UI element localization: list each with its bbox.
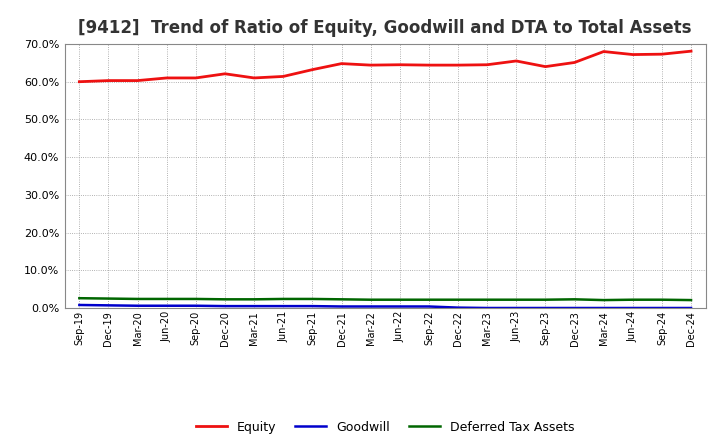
Goodwill (512, 305, 521, 311)
Deferred Tax Assets (483, 297, 492, 302)
Deferred Tax Assets (599, 297, 608, 303)
Deferred Tax Assets (163, 296, 171, 301)
Goodwill (483, 305, 492, 311)
Equity (250, 75, 258, 81)
Equity (395, 62, 404, 67)
Line: Deferred Tax Assets: Deferred Tax Assets (79, 298, 691, 300)
Deferred Tax Assets (570, 297, 579, 302)
Goodwill (104, 303, 113, 308)
Deferred Tax Assets (425, 297, 433, 302)
Deferred Tax Assets (629, 297, 637, 302)
Goodwill (425, 304, 433, 309)
Goodwill (541, 305, 550, 311)
Goodwill (163, 303, 171, 308)
Equity (570, 60, 579, 65)
Equity (599, 49, 608, 54)
Line: Equity: Equity (79, 51, 691, 82)
Equity (366, 62, 375, 68)
Goodwill (454, 305, 462, 310)
Equity (279, 74, 287, 79)
Title: [9412]  Trend of Ratio of Equity, Goodwill and DTA to Total Assets: [9412] Trend of Ratio of Equity, Goodwil… (78, 19, 692, 37)
Equity (337, 61, 346, 66)
Equity (512, 59, 521, 64)
Deferred Tax Assets (308, 296, 317, 301)
Deferred Tax Assets (279, 296, 287, 301)
Goodwill (395, 304, 404, 309)
Equity (483, 62, 492, 67)
Equity (104, 78, 113, 83)
Goodwill (687, 305, 696, 311)
Goodwill (657, 305, 666, 311)
Goodwill (133, 303, 142, 308)
Deferred Tax Assets (657, 297, 666, 302)
Deferred Tax Assets (104, 296, 113, 301)
Equity (75, 79, 84, 84)
Equity (133, 78, 142, 83)
Deferred Tax Assets (687, 297, 696, 303)
Goodwill (308, 304, 317, 309)
Legend: Equity, Goodwill, Deferred Tax Assets: Equity, Goodwill, Deferred Tax Assets (191, 416, 580, 439)
Deferred Tax Assets (192, 296, 200, 301)
Deferred Tax Assets (337, 297, 346, 302)
Goodwill (599, 305, 608, 311)
Goodwill (192, 303, 200, 308)
Deferred Tax Assets (366, 297, 375, 302)
Equity (308, 67, 317, 72)
Deferred Tax Assets (454, 297, 462, 302)
Goodwill (75, 302, 84, 308)
Goodwill (366, 304, 375, 309)
Deferred Tax Assets (512, 297, 521, 302)
Deferred Tax Assets (541, 297, 550, 302)
Equity (220, 71, 229, 77)
Goodwill (570, 305, 579, 311)
Equity (657, 51, 666, 57)
Equity (454, 62, 462, 68)
Deferred Tax Assets (75, 296, 84, 301)
Deferred Tax Assets (395, 297, 404, 302)
Equity (192, 75, 200, 81)
Goodwill (220, 304, 229, 309)
Equity (687, 48, 696, 54)
Equity (541, 64, 550, 69)
Line: Goodwill: Goodwill (79, 305, 691, 308)
Goodwill (279, 304, 287, 309)
Deferred Tax Assets (250, 297, 258, 302)
Equity (163, 75, 171, 81)
Deferred Tax Assets (220, 297, 229, 302)
Goodwill (629, 305, 637, 311)
Equity (629, 52, 637, 57)
Deferred Tax Assets (133, 296, 142, 301)
Goodwill (337, 304, 346, 309)
Goodwill (250, 304, 258, 309)
Equity (425, 62, 433, 68)
